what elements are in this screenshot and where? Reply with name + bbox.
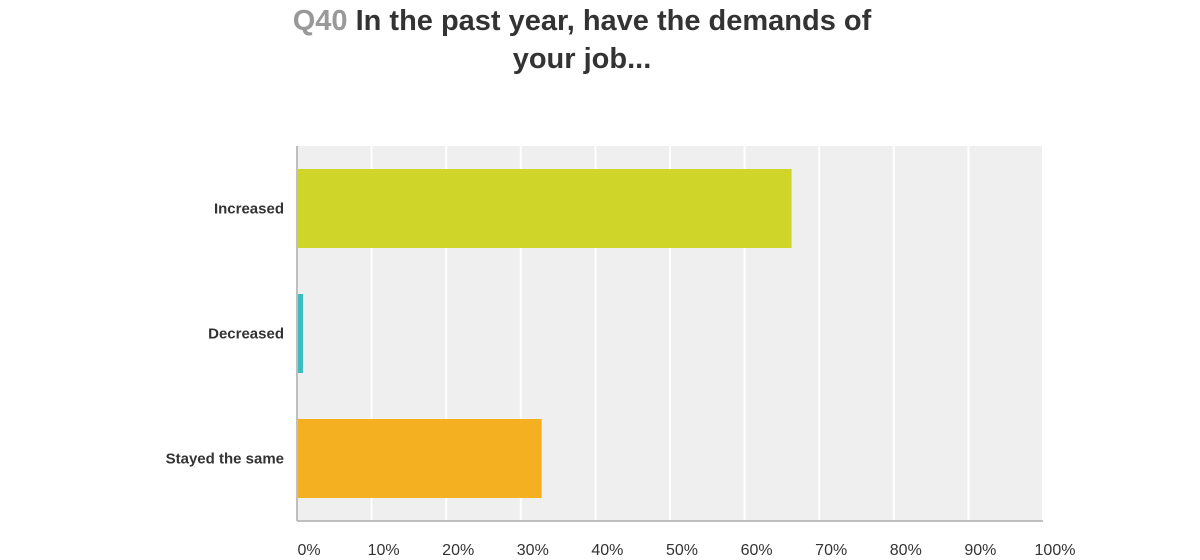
chart-title: Q40 In the past year, have the demands o… bbox=[0, 2, 1164, 78]
bar-stayed-the-same[interactable] bbox=[297, 419, 542, 498]
question-text-line1: In the past year, have the demands of bbox=[355, 5, 872, 37]
x-tick-label: 80% bbox=[890, 542, 922, 559]
bars bbox=[297, 169, 792, 498]
x-tick-label: 40% bbox=[591, 542, 623, 559]
x-tick-label: 30% bbox=[517, 542, 549, 559]
x-tick-label: 70% bbox=[815, 542, 847, 559]
x-tick-labels: 0% 10% 20% 30% 40% 50% 60% 70% 80% 90% 100% bbox=[297, 542, 1075, 559]
x-tick-label: 90% bbox=[964, 542, 996, 559]
category-labels: Increased Decreased Stayed the same bbox=[166, 201, 284, 468]
x-tick-label: 0% bbox=[297, 542, 320, 559]
x-tick-label: 50% bbox=[666, 542, 698, 559]
x-tick-label: 20% bbox=[442, 542, 474, 559]
bar-decreased[interactable] bbox=[297, 294, 303, 373]
x-tick-label: 60% bbox=[741, 542, 773, 559]
category-label: Decreased bbox=[208, 326, 284, 343]
bar-increased[interactable] bbox=[297, 169, 792, 248]
x-tick-label: 100% bbox=[1035, 542, 1076, 559]
x-tick-label: 10% bbox=[368, 542, 400, 559]
category-label: Increased bbox=[214, 201, 284, 218]
question-number: Q40 bbox=[292, 5, 348, 37]
category-label: Stayed the same bbox=[166, 451, 284, 468]
question-text-line2: your job... bbox=[512, 43, 652, 75]
